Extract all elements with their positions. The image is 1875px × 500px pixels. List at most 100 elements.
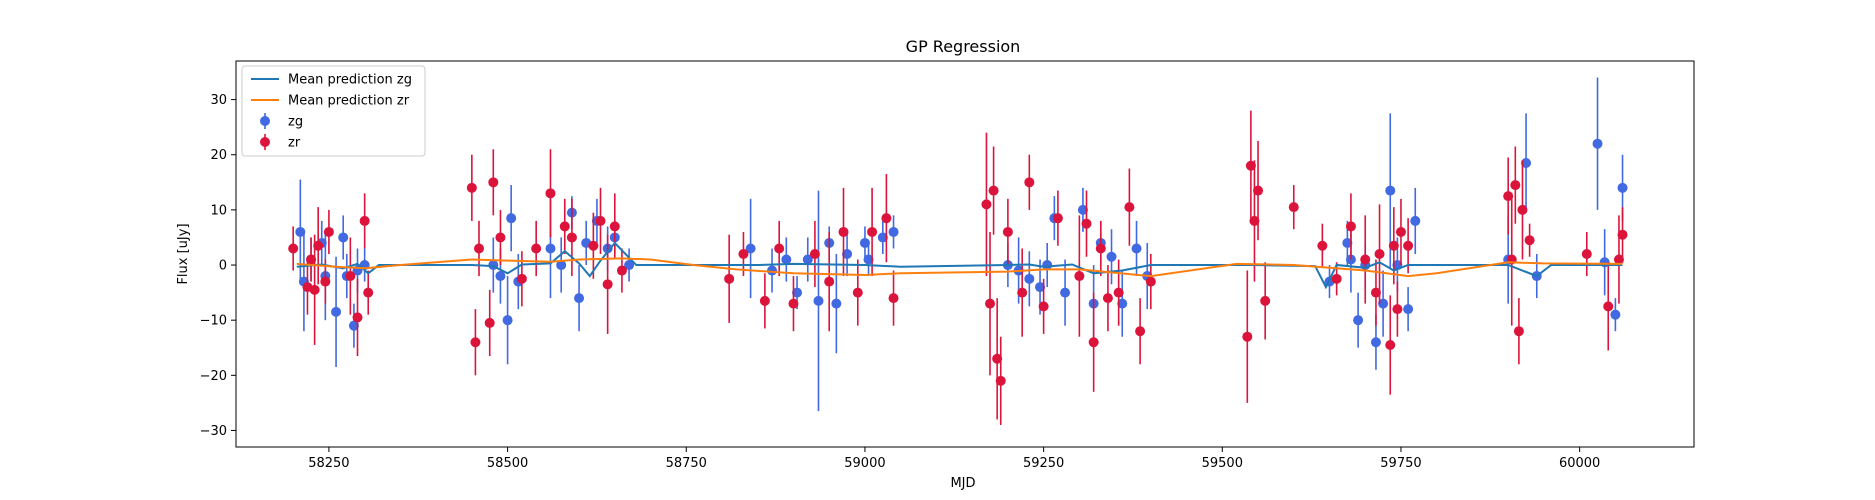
point-zr	[323, 226, 334, 237]
point-zr	[1249, 215, 1260, 226]
point-zr	[616, 265, 627, 276]
point-zr	[1388, 240, 1399, 251]
point-zr	[531, 243, 542, 254]
point-zr	[1038, 301, 1049, 312]
point-zr	[985, 298, 996, 309]
legend-label: Mean prediction zr	[288, 94, 410, 109]
point-zr	[838, 226, 849, 237]
chart-title: GP Regression	[906, 37, 1021, 56]
point-zg	[338, 232, 349, 243]
point-zg	[1610, 309, 1621, 320]
series-layer	[288, 77, 1628, 425]
x-tick-label: 58500	[487, 456, 528, 471]
y-tick-label: 10	[210, 203, 227, 218]
point-zr	[1374, 249, 1385, 259]
point-zg	[574, 293, 585, 304]
point-zr	[1260, 295, 1271, 306]
point-zr	[1503, 191, 1514, 202]
point-zg	[1060, 287, 1071, 298]
point-zg	[295, 226, 306, 237]
x-tick-label: 59250	[1023, 456, 1064, 471]
point-zr	[981, 199, 992, 210]
point-zr	[1145, 276, 1156, 287]
point-zr	[1253, 185, 1264, 196]
point-zr	[881, 213, 892, 224]
point-zr	[738, 249, 749, 259]
x-axis-label: MJD	[950, 476, 975, 491]
point-zr	[995, 375, 1006, 386]
point-zr	[1524, 235, 1535, 246]
point-zr	[1370, 287, 1381, 298]
y-tick-label: −10	[200, 314, 227, 329]
point-zg	[831, 298, 842, 309]
point-zr	[1245, 160, 1256, 171]
legend-label: zr	[288, 136, 301, 151]
point-zg	[877, 232, 888, 243]
point-zg	[1521, 158, 1532, 169]
y-tick-label: −30	[200, 424, 227, 439]
x-axis: 58250 58500 58750 59000 59250 59500 59750 60000	[308, 447, 1600, 471]
point-zg	[1342, 237, 1353, 248]
point-zg	[331, 306, 342, 317]
point-zr	[466, 182, 477, 193]
point-zg	[792, 287, 803, 298]
point-zg	[1617, 182, 1628, 193]
point-zg	[1378, 298, 1389, 309]
point-zr	[1135, 326, 1146, 337]
point-zg	[888, 226, 899, 237]
point-zr	[1017, 287, 1028, 298]
point-zr	[1331, 273, 1342, 284]
point-zg	[506, 213, 517, 224]
x-tick-label: 58750	[666, 456, 707, 471]
line-mean-prediction-zr	[296, 257, 1623, 278]
point-zg	[1370, 337, 1381, 348]
point-zg	[1403, 304, 1414, 315]
point-zr	[1345, 221, 1356, 232]
point-zr	[1088, 337, 1099, 348]
line-mean-prediction-zg	[296, 241, 1623, 290]
point-zr	[309, 284, 320, 295]
y-tick-label: 30	[210, 93, 227, 108]
point-zr	[313, 240, 324, 251]
legend-swatch	[260, 137, 270, 147]
point-zr	[1074, 271, 1085, 282]
legend-label: Mean prediction zg	[288, 73, 412, 88]
point-zg	[1117, 298, 1128, 309]
legend-box	[241, 65, 426, 157]
point-zg	[745, 243, 756, 254]
point-zg	[1077, 204, 1088, 215]
point-zr	[588, 240, 599, 251]
point-zr	[1395, 226, 1406, 237]
point-zr	[516, 273, 527, 284]
point-zg	[1106, 251, 1117, 262]
point-zr	[824, 276, 835, 287]
x-tick-label: 59000	[844, 456, 885, 471]
x-tick-label: 60000	[1559, 456, 1600, 471]
point-zg	[348, 320, 359, 331]
point-zr	[1613, 254, 1624, 265]
point-zr	[359, 215, 370, 226]
point-zg	[863, 254, 874, 265]
point-zg	[1385, 185, 1396, 196]
point-zr	[988, 185, 999, 196]
y-axis-label: Flux [uJy]	[176, 223, 191, 284]
point-zr	[1288, 202, 1299, 213]
point-zr	[1002, 226, 1013, 237]
x-tick-label: 59500	[1202, 456, 1243, 471]
y-tick-label: −20	[200, 369, 227, 384]
point-zr	[595, 215, 606, 226]
point-zg	[624, 260, 635, 271]
point-zr	[363, 287, 374, 298]
y-axis: −30 −20 −10 0 10 20 30	[200, 93, 236, 439]
y-tick-label: 20	[210, 148, 227, 163]
point-zr	[545, 188, 556, 199]
point-zr	[1513, 326, 1524, 337]
point-zr	[759, 295, 770, 306]
point-zr	[306, 254, 317, 265]
plot-frame	[235, 60, 1695, 448]
point-zg	[1592, 138, 1603, 149]
point-zg	[842, 249, 853, 259]
point-zr	[1517, 204, 1528, 215]
point-zr	[470, 337, 481, 348]
point-zr	[609, 221, 620, 232]
